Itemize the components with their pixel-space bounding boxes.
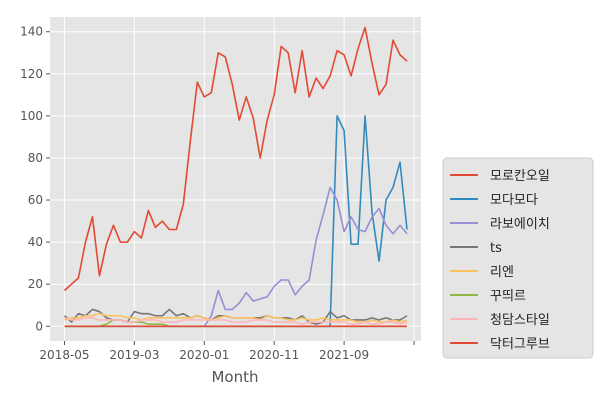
series-lines [63, 26, 408, 328]
y-tick-label: 120 [20, 67, 43, 81]
y-tick-label: 60 [28, 193, 43, 207]
x-axis-ticks: 2018-05 2019-03 2020-01 2020-11 2021-09 [39, 341, 415, 362]
legend-label: 라보에이치 [490, 217, 550, 232]
x-tick-label: 2021-09 [319, 348, 369, 362]
legend-label: ts [490, 241, 502, 256]
legend-label: 청담스타일 [490, 313, 550, 328]
series-line-4 [64, 312, 408, 323]
y-axis-ticks: 0 20 40 60 80 100 120 140 [20, 25, 50, 333]
series-line-2 [203, 186, 408, 327]
legend-label: 리엔 [490, 265, 514, 280]
grid [50, 17, 421, 341]
y-tick-label: 140 [20, 25, 43, 39]
y-tick-label: 20 [28, 277, 43, 291]
x-tick-label: 2020-01 [179, 348, 229, 362]
legend-label: 꾸띄르 [490, 289, 526, 304]
series-line-0 [63, 26, 408, 292]
y-tick-label: 0 [35, 319, 43, 333]
y-tick-label: 40 [28, 235, 43, 249]
legend-box [442, 157, 594, 359]
x-axis-label: Month [211, 368, 258, 386]
legend-label: 모로칸오일 [490, 169, 550, 184]
x-tick-label: 2018-05 [39, 348, 89, 362]
series-line-6 [64, 317, 408, 325]
legend-label: 모다모다 [490, 193, 538, 208]
plot-background [50, 17, 421, 341]
y-tick-label: 100 [20, 109, 43, 123]
y-tick-label: 80 [28, 151, 43, 165]
x-tick-label: 2020-11 [249, 348, 299, 362]
x-tick-label: 2019-03 [109, 348, 159, 362]
legend-label: 닥터그루브 [490, 337, 550, 352]
